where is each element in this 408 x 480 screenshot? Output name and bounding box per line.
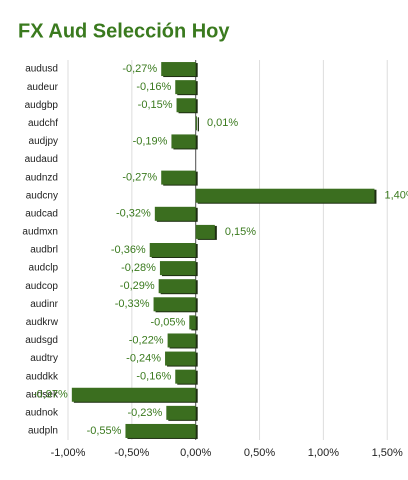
bar bbox=[195, 188, 375, 203]
value-label: -0,16% bbox=[136, 371, 171, 383]
y-tick-label: audbrl bbox=[30, 245, 58, 256]
y-tick-label: audjpy bbox=[29, 136, 58, 147]
value-label: -0,55% bbox=[87, 425, 122, 437]
y-tick-label: auddkk bbox=[26, 371, 59, 382]
y-tick-label: audpln bbox=[28, 426, 58, 437]
value-label: -0,05% bbox=[150, 316, 185, 328]
y-tick-label: audinr bbox=[30, 299, 58, 310]
bar bbox=[161, 62, 196, 77]
bar bbox=[154, 206, 196, 221]
y-tick-label: audclp bbox=[29, 263, 59, 274]
bar bbox=[195, 224, 215, 239]
x-tick-label: 0,50% bbox=[244, 447, 275, 459]
value-label: -0,24% bbox=[126, 352, 161, 364]
y-tick-label: audeur bbox=[27, 82, 59, 93]
bar-shadow bbox=[197, 117, 199, 132]
y-tick-label: audcny bbox=[26, 190, 58, 201]
y-tick-label: audusd bbox=[25, 64, 58, 75]
value-label: -0,97% bbox=[33, 389, 68, 401]
y-tick-label: audcop bbox=[25, 281, 58, 292]
value-label: -0,15% bbox=[138, 99, 173, 111]
x-tick-label: -0,50% bbox=[114, 447, 149, 459]
value-label: -0,28% bbox=[121, 262, 156, 274]
value-label: -0,16% bbox=[136, 81, 171, 93]
value-label: -0,27% bbox=[122, 63, 157, 75]
plot-area bbox=[64, 60, 400, 440]
chart-title: FX Aud Selección Hoy bbox=[18, 20, 230, 42]
value-label: 0,01% bbox=[207, 117, 238, 129]
value-label: -0,36% bbox=[111, 244, 146, 256]
x-tick-label: 0,00% bbox=[180, 447, 211, 459]
bar bbox=[175, 80, 196, 95]
y-tick-label: audmxn bbox=[22, 227, 58, 238]
value-label: 0,15% bbox=[225, 226, 256, 238]
bar bbox=[149, 243, 196, 257]
value-label: -0,29% bbox=[120, 280, 155, 292]
value-label: -0,33% bbox=[115, 298, 150, 310]
x-tick-label: 1,00% bbox=[308, 447, 339, 459]
bar bbox=[166, 405, 196, 420]
x-tick-label: 1,50% bbox=[372, 447, 403, 459]
value-label: -0,23% bbox=[127, 407, 162, 419]
bar bbox=[158, 279, 196, 294]
bar bbox=[161, 170, 196, 185]
y-tick-label: audsgd bbox=[25, 335, 58, 346]
y-tick-label: audnok bbox=[25, 407, 59, 418]
value-label: -0,22% bbox=[129, 334, 164, 346]
value-label: 1,40% bbox=[384, 190, 408, 202]
bar bbox=[189, 315, 196, 330]
bar bbox=[71, 387, 196, 402]
y-tick-label: audtry bbox=[30, 353, 58, 364]
y-tick-label: audnzd bbox=[25, 172, 58, 183]
x-tick-label: -1,00% bbox=[51, 447, 86, 459]
bar bbox=[153, 297, 196, 312]
bar bbox=[171, 134, 196, 149]
y-tick-label: audaud bbox=[25, 154, 58, 165]
y-tick-label: audsek bbox=[26, 389, 59, 400]
bar bbox=[167, 333, 196, 348]
bar bbox=[175, 369, 196, 384]
bar bbox=[195, 116, 197, 131]
value-label: -0,32% bbox=[116, 208, 151, 220]
y-tick-label: audchf bbox=[28, 118, 58, 129]
bar bbox=[159, 261, 196, 276]
value-label: -0,19% bbox=[133, 135, 168, 147]
y-tick-label: audgbp bbox=[25, 100, 59, 111]
y-tick-label: audcad bbox=[25, 208, 58, 219]
bar bbox=[125, 423, 196, 438]
bar bbox=[176, 98, 196, 113]
bar bbox=[165, 351, 196, 366]
y-tick-label: audkrw bbox=[26, 317, 59, 328]
value-label: -0,27% bbox=[122, 172, 157, 184]
